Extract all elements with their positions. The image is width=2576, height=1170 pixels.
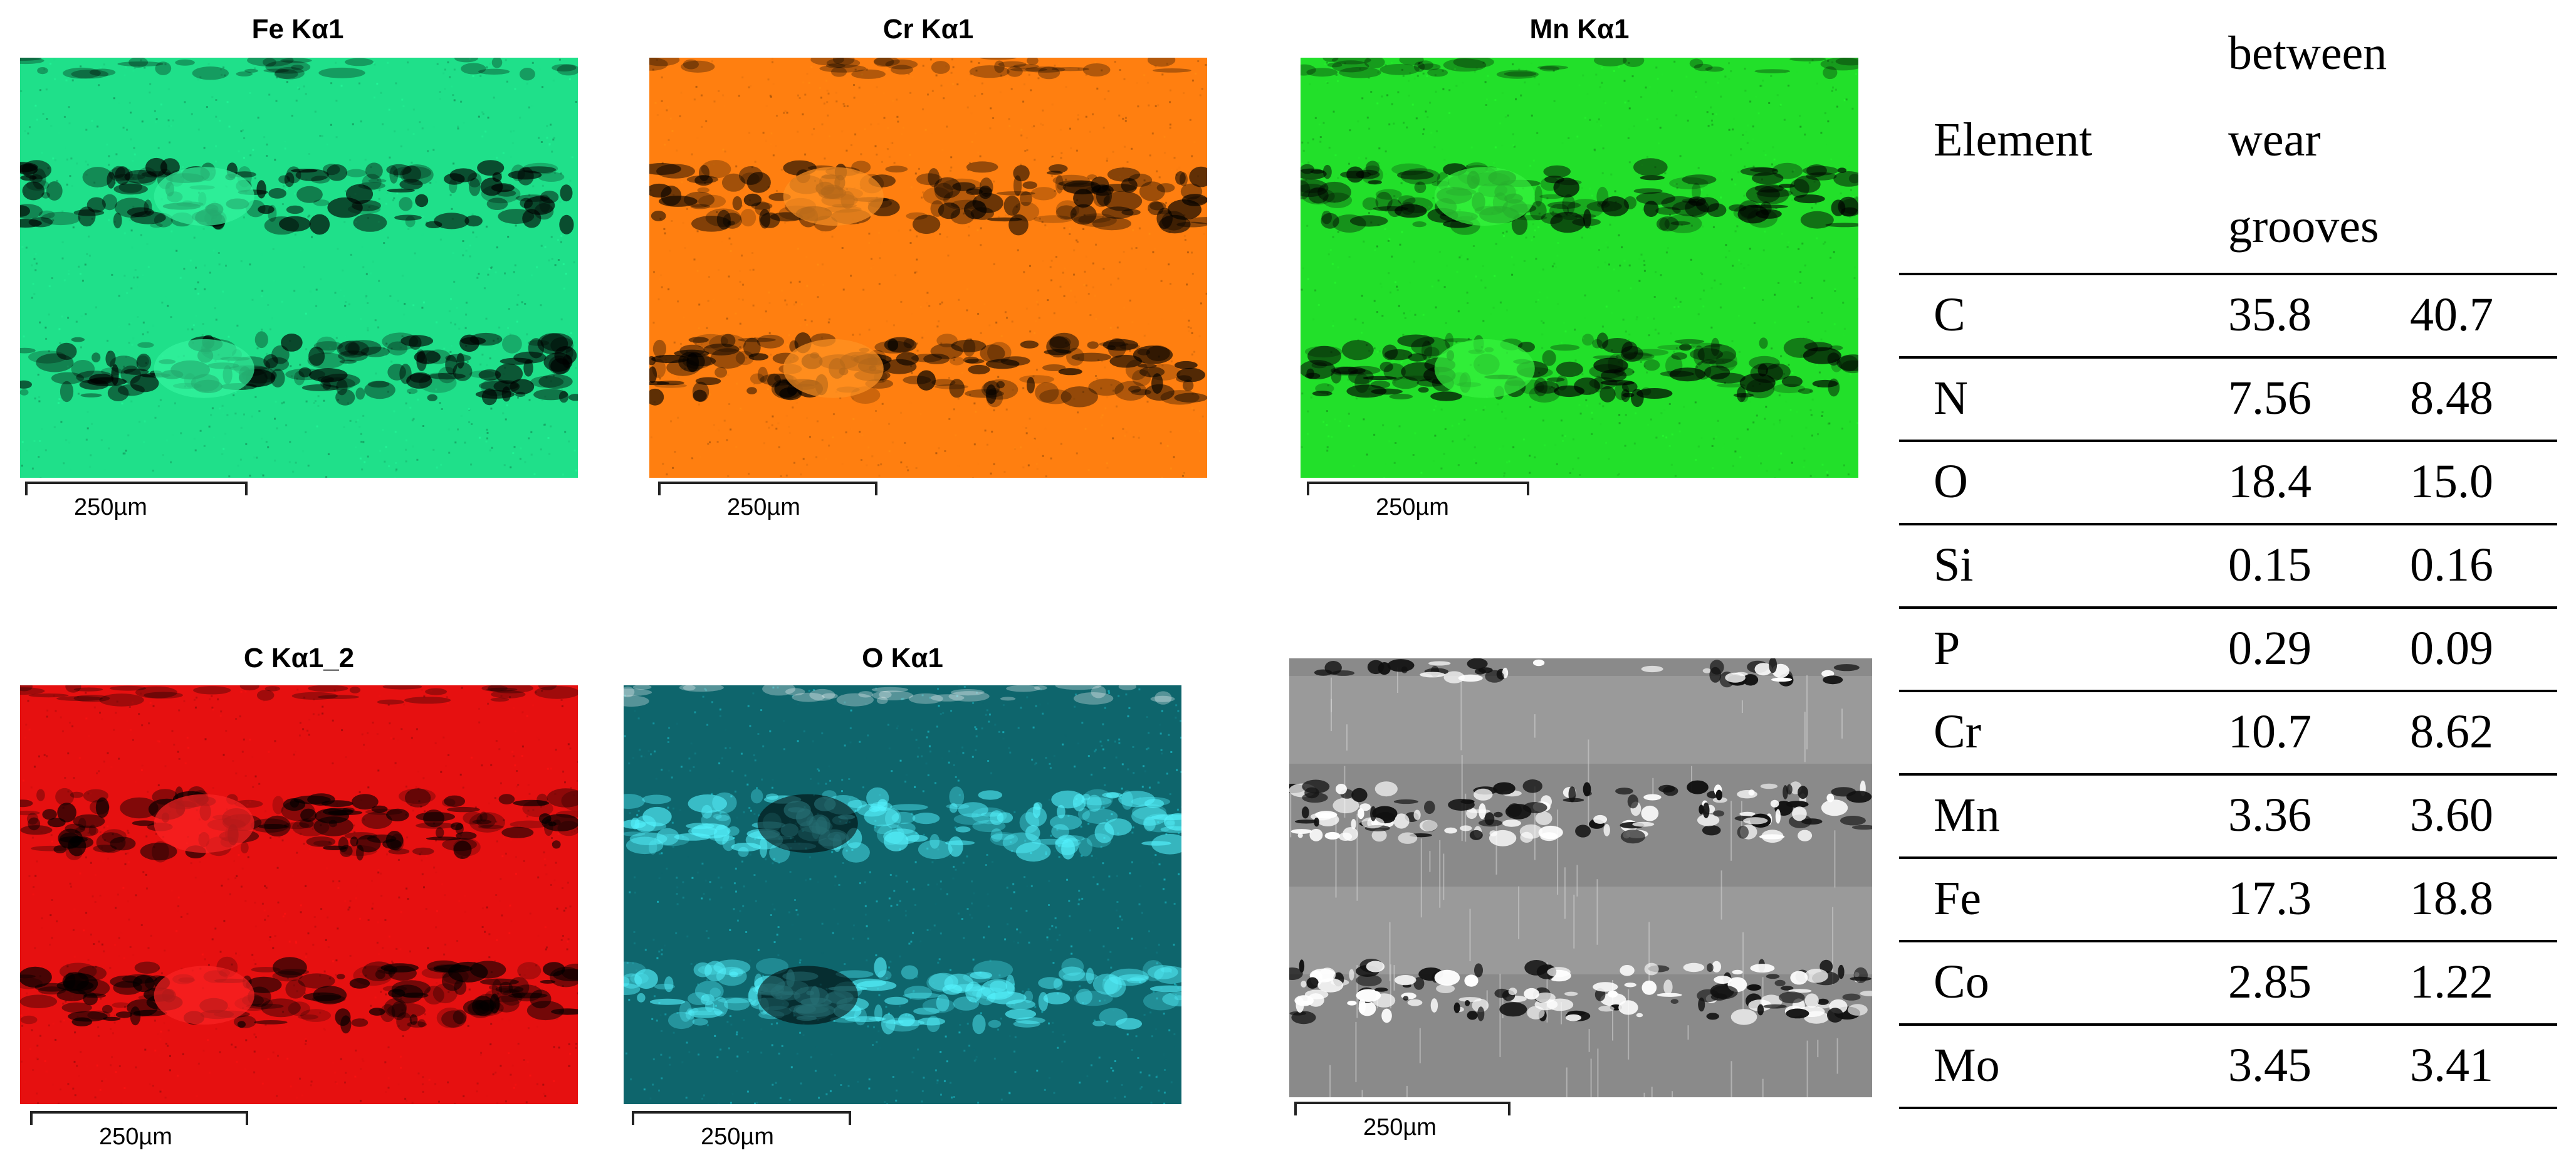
table-cell-element: C — [1934, 288, 1966, 341]
table-rule — [1899, 773, 2557, 776]
table-cell-v1: 7.56 — [2228, 372, 2312, 424]
o-scale-label: 250µm — [701, 1124, 774, 1150]
header-line-1: between — [2228, 27, 2387, 80]
table-cell-element: Mo — [1934, 1039, 2000, 1092]
cr-map-title: Cr Kα1 — [882, 14, 974, 45]
table-cell-element: Co — [1934, 956, 1989, 1008]
table-rule — [1899, 606, 2557, 609]
o-map-title: O Kα1 — [862, 643, 943, 673]
header-line-2: wear — [2228, 113, 2321, 166]
table-cell-element: O — [1934, 455, 1968, 508]
mn-scale-label: 250µm — [1376, 494, 1449, 520]
table-cell-v1: 10.7 — [2228, 705, 2312, 758]
table-cell-v2: 8.48 — [2410, 372, 2493, 424]
o-map-image — [624, 685, 1181, 1104]
table-rule — [1899, 1023, 2557, 1026]
table-rule — [1899, 856, 2557, 859]
c-map-title: C Kα1_2 — [243, 643, 355, 673]
sem-image — [1289, 658, 1872, 1097]
table-rule — [1899, 1107, 2557, 1109]
table-header: Element between wear grooves — [1899, 19, 2557, 273]
fe-map-image — [20, 58, 578, 478]
header-element: Element — [1934, 113, 2093, 166]
table-cell-v1: 0.15 — [2228, 539, 2312, 591]
table-cell-element: Fe — [1934, 872, 1981, 925]
table-cell-v2: 3.41 — [2410, 1039, 2493, 1092]
table-cell-v2: 15.0 — [2410, 455, 2493, 508]
sem-scale-label: 250µm — [1363, 1114, 1437, 1141]
table-cell-v1: 18.4 — [2228, 455, 2312, 508]
table-cell-v1: 0.29 — [2228, 622, 2312, 675]
table-cell-element: Si — [1934, 539, 1974, 591]
fe-map-title: Fe Kα1 — [251, 14, 344, 45]
c-map-image — [20, 685, 578, 1104]
table-rule — [1899, 440, 2557, 442]
table-cell-element: N — [1934, 372, 1968, 424]
cr-map-image — [649, 58, 1207, 478]
mn-map-title: Mn Kα1 — [1529, 14, 1630, 45]
c-scale-label: 250µm — [99, 1124, 172, 1150]
table-cell-v1: 3.45 — [2228, 1039, 2312, 1092]
cr-scale-label: 250µm — [727, 494, 800, 520]
mn-map-image — [1301, 58, 1858, 478]
table-cell-v2: 3.60 — [2410, 789, 2493, 841]
table-cell-v2: 18.8 — [2410, 872, 2493, 925]
table-cell-v2: 40.7 — [2410, 288, 2493, 341]
table-rule — [1899, 356, 2557, 359]
table-cell-v1: 17.3 — [2228, 872, 2312, 925]
table-cell-v2: 8.62 — [2410, 705, 2493, 758]
table-cell-v2: 0.09 — [2410, 622, 2493, 675]
table-rule — [1899, 523, 2557, 525]
table-rule — [1899, 273, 2557, 275]
table-cell-v1: 3.36 — [2228, 789, 2312, 841]
fe-scale-label: 250µm — [74, 494, 147, 520]
table-rule — [1899, 940, 2557, 942]
table-cell-v1: 35.8 — [2228, 288, 2312, 341]
table-cell-element: Mn — [1934, 789, 2000, 841]
table-cell-element: P — [1934, 622, 1961, 675]
table-cell-v2: 0.16 — [2410, 539, 2493, 591]
table-rule — [1899, 690, 2557, 692]
table-cell-v1: 2.85 — [2228, 956, 2312, 1008]
header-line-3: grooves — [2228, 200, 2379, 253]
table-cell-element: Cr — [1934, 705, 1981, 758]
table-cell-v2: 1.22 — [2410, 956, 2493, 1008]
